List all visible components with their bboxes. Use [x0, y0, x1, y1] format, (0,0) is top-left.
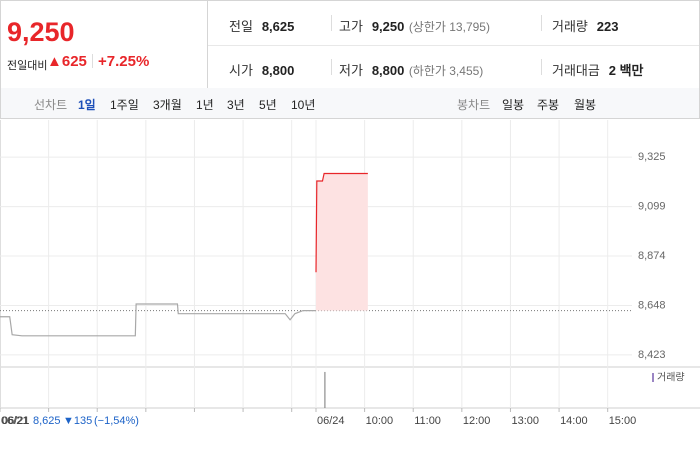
x-tick-label: 06/24 [317, 415, 345, 427]
stat: 시가 8,800 [229, 60, 294, 80]
footer-date: 06/21 [2, 415, 30, 427]
volume-bar [324, 371, 326, 408]
stat-label: 거래대금 [552, 63, 600, 78]
price: 9,250 [7, 17, 75, 47]
stat: 저가 8,800 (하한가 3,455) [339, 60, 483, 80]
x-tick-label: 14:00 [560, 415, 588, 427]
legend-label: 거래량 [657, 372, 685, 384]
period-tab[interactable]: 5년 [259, 98, 277, 112]
x-tick-label: 10:00 [366, 415, 394, 427]
stat-value: 8,800 [371, 63, 405, 78]
y-tick-label: 9,325 [638, 151, 666, 163]
change: ▲625 [47, 53, 87, 70]
stat-label: 저가 [339, 63, 363, 78]
change-label: 전일대비 [7, 60, 48, 72]
period-tab[interactable]: 월봉 [574, 98, 597, 112]
row-divider [208, 45, 699, 46]
period-tab[interactable]: 1주일 [110, 98, 139, 112]
x-tick-label: 12:00 [463, 415, 491, 427]
line [0, 303, 316, 337]
x-tick-label: 13:00 [511, 415, 539, 427]
divider [541, 59, 542, 75]
stat-value: 2 백만 [608, 63, 644, 78]
period-tab[interactable]: 일봉 [502, 98, 525, 112]
line [315, 172, 368, 273]
stat: 전일 8,625 [229, 16, 294, 36]
stat-label: 시가 [229, 63, 253, 78]
divider [92, 54, 93, 68]
stat: 거래량 223 [552, 16, 618, 36]
period-tab[interactable]: 1일 [78, 98, 96, 112]
period-tab[interactable]: 1년 [196, 98, 214, 112]
footer-change-pct: (−1,54%) [94, 415, 139, 427]
tab-group-label: 봉차트 [457, 98, 491, 112]
stat-note: (상한가 13,795) [408, 20, 490, 34]
stat-value: 223 [596, 19, 619, 34]
stat: 거래대금 2 백만 [552, 60, 644, 80]
footer-change: ▼135 [63, 415, 92, 427]
x-tick-label: 11:00 [414, 415, 441, 427]
period-tab[interactable]: 10년 [291, 98, 316, 112]
footer-price: 8,625 [33, 415, 61, 427]
stat-note: (하한가 3,455) [408, 64, 484, 78]
x-tick-label: 15:00 [609, 415, 637, 427]
stat-label: 고가 [339, 19, 363, 34]
divider [541, 15, 542, 31]
stat-label: 거래량 [552, 19, 588, 34]
price-box: 9,250 전일대비 ▲625 +7.25% [1, 1, 208, 88]
stat: 고가 9,250 (상한가 13,795) [339, 16, 490, 36]
change-pct: +7.25% [98, 53, 150, 70]
y-tick-label: 8,648 [638, 299, 666, 311]
area [316, 173, 368, 311]
y-tick-label: 8,423 [638, 349, 666, 361]
divider [331, 59, 332, 75]
stat-label: 전일 [229, 19, 253, 34]
period-tab[interactable]: 주봉 [537, 98, 560, 112]
stat-value: 8,800 [261, 63, 295, 78]
y-tick-label: 8,874 [638, 250, 666, 262]
tab-bar: 선차트 봉차트 1일 1주일 3개월 1년 3년 5년 10년 일봉 주봉 월봉 [0, 88, 700, 119]
divider [331, 15, 332, 31]
quote-panel: 9,250 전일대비 ▲625 +7.25% 전일 8,625 고가 9,250… [0, 0, 700, 89]
legend-swatch [652, 373, 654, 382]
y-tick-label: 9,099 [638, 201, 666, 213]
period-tab[interactable]: 3년 [227, 98, 245, 112]
x-tick-label: 06/21 [1, 415, 29, 427]
stat-value: 8,625 [261, 19, 295, 34]
stat-value: 9,250 [371, 19, 405, 34]
period-tab[interactable]: 3개월 [153, 98, 182, 112]
tab-group-label: 선차트 [34, 98, 68, 112]
